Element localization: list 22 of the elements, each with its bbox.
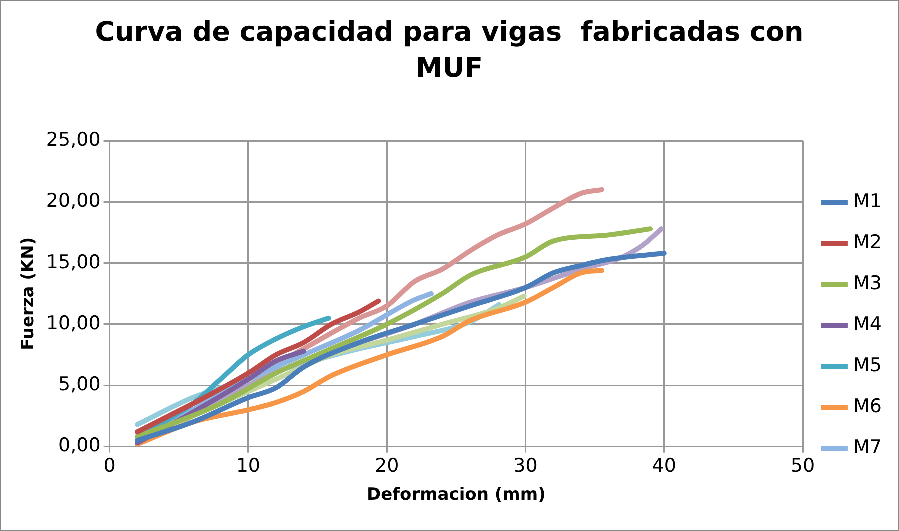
y-tick-label: 5,00 bbox=[58, 374, 101, 396]
x-tick-label: 40 bbox=[652, 455, 676, 478]
legend-label: M3 bbox=[854, 272, 882, 294]
y-tick-label: 10,00 bbox=[46, 312, 101, 334]
x-tick-label: 10 bbox=[236, 455, 261, 478]
chart-title: Curva de capacidad para vigas fabricadas con MUF bbox=[94, 16, 805, 86]
legend-label: M6 bbox=[854, 395, 882, 418]
y-tick-label: 0,00 bbox=[58, 434, 101, 457]
legend-label: M2 bbox=[854, 231, 882, 254]
x-axis-title: Deformacion (mm) bbox=[366, 485, 546, 506]
legend-label: M5 bbox=[854, 354, 882, 376]
legend-label: M4 bbox=[854, 313, 882, 336]
y-tick-label: 20,00 bbox=[46, 190, 101, 212]
x-tick-label: 20 bbox=[374, 455, 400, 478]
y-tick-label: 25,00 bbox=[46, 128, 101, 151]
x-tick-label: 30 bbox=[514, 455, 538, 478]
legend-label: M7 bbox=[854, 436, 882, 458]
x-tick-label: 0 bbox=[104, 455, 116, 478]
y-axis-title: Fuerza (KN) bbox=[18, 237, 39, 350]
y-tick-label: 15,00 bbox=[46, 251, 101, 274]
legend-label: M1 bbox=[854, 190, 882, 212]
x-tick-label: 50 bbox=[790, 455, 816, 478]
